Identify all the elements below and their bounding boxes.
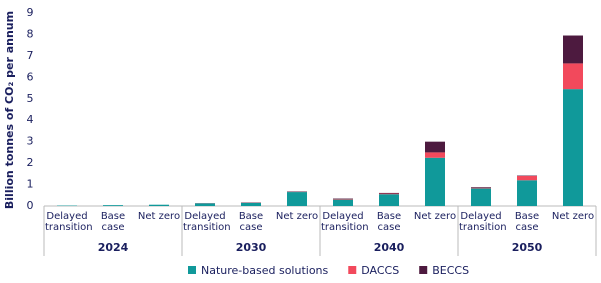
bar-segment xyxy=(379,193,399,195)
y-tick-label: 9 xyxy=(27,6,34,19)
x-tick-label: Delayed transition xyxy=(459,211,507,233)
bar-segment xyxy=(287,192,307,206)
bar-segment xyxy=(333,199,353,206)
legend-swatch xyxy=(419,266,428,274)
y-tick-label: 3 xyxy=(27,135,34,148)
bar-segment xyxy=(333,198,353,200)
legend-swatch xyxy=(348,266,357,274)
y-tick-label: 5 xyxy=(27,92,34,105)
bar-segment xyxy=(471,187,491,189)
group-label: 2030 xyxy=(236,241,267,254)
bar-segment xyxy=(425,152,445,158)
bar-segment xyxy=(471,187,491,188)
legend-label: DACCS xyxy=(361,264,399,277)
x-tick-label: Net zero xyxy=(413,211,457,222)
bar-segment xyxy=(149,204,169,206)
bar-segment xyxy=(425,141,445,153)
bar-segment xyxy=(379,192,399,194)
y-tick-label: 7 xyxy=(27,49,34,62)
y-tick-label: 4 xyxy=(27,113,34,126)
bar-segment xyxy=(195,203,215,206)
x-tick-label: Base case xyxy=(238,211,264,233)
x-tick-label: Net zero xyxy=(275,211,319,222)
x-tick-label: Base case xyxy=(100,211,126,233)
legend-label: BECCS xyxy=(432,264,469,277)
bar-segment xyxy=(241,202,261,206)
bar-segment xyxy=(425,157,445,206)
bar-segment xyxy=(517,180,537,206)
y-axis-label: Billion tonnes of CO₂ per annum xyxy=(3,11,16,209)
bar-segment xyxy=(563,63,583,90)
x-tick-label: Net zero xyxy=(137,211,181,222)
group-label: 2050 xyxy=(512,241,543,254)
y-tick-label: 6 xyxy=(27,70,34,83)
group-label: 2024 xyxy=(98,241,129,254)
y-tick-label: 0 xyxy=(27,199,34,212)
bar-segment xyxy=(563,35,583,64)
x-tick-label: Delayed transition xyxy=(321,211,369,233)
bar-segment xyxy=(471,188,491,206)
y-tick-label: 2 xyxy=(27,156,34,169)
x-tick-label: Base case xyxy=(514,211,540,233)
x-tick-label: Delayed transition xyxy=(45,211,93,233)
group-label: 2040 xyxy=(374,241,405,254)
x-tick-label: Base case xyxy=(376,211,402,233)
bar-segment xyxy=(379,194,399,206)
bar-segment xyxy=(103,205,123,206)
bar-segment xyxy=(517,175,537,181)
x-tick-label: Delayed transition xyxy=(183,211,231,233)
legend-label: Nature-based solutions xyxy=(201,264,329,277)
legend-swatch xyxy=(188,266,196,274)
y-tick-label: 1 xyxy=(27,178,34,191)
x-tick-label: Net zero xyxy=(551,211,595,222)
y-tick-label: 8 xyxy=(27,27,34,40)
bar-segment xyxy=(563,89,583,206)
